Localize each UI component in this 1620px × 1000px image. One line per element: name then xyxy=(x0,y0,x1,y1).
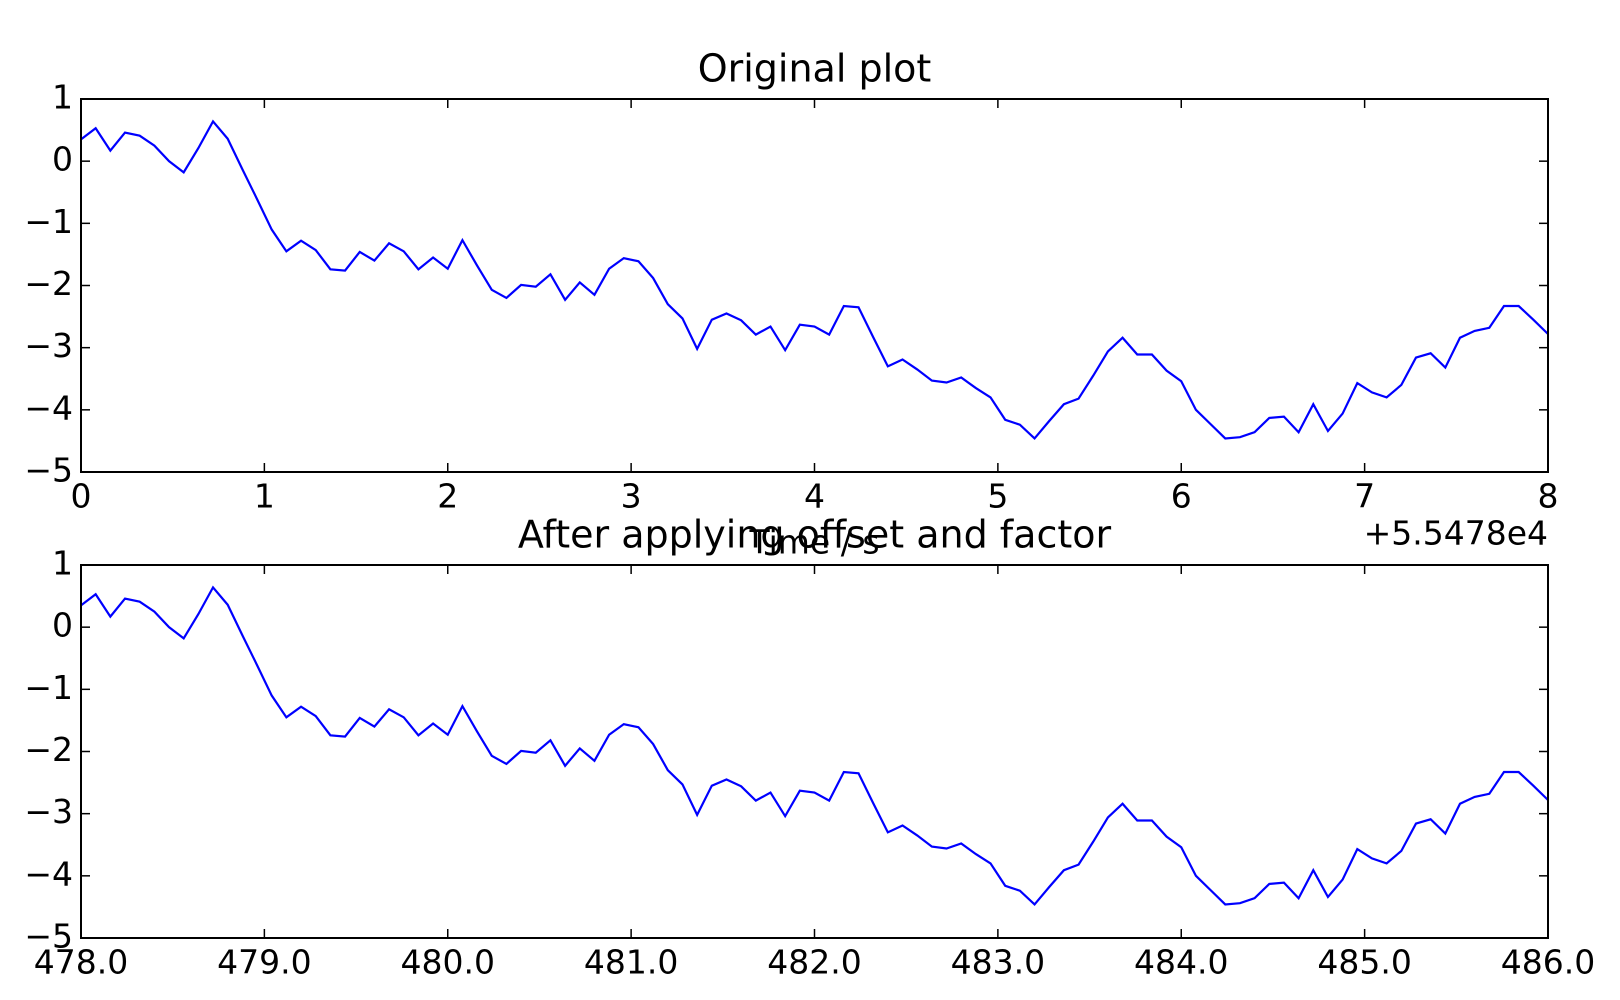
y-tick-label: −2 xyxy=(24,730,73,769)
x-tick-label: 480.0 xyxy=(401,943,495,982)
y-tick-label: −2 xyxy=(24,264,73,303)
data-line xyxy=(80,119,1549,441)
x-tick-label: 5 xyxy=(987,477,1008,516)
y-tick-label: −3 xyxy=(24,326,73,365)
x-tick-label: 6 xyxy=(1171,477,1192,516)
x-tick-label: 479.0 xyxy=(217,943,311,982)
y-tick-label: −5 xyxy=(24,917,73,956)
y-tick-label: 0 xyxy=(52,606,73,645)
x-tick-label: 3 xyxy=(621,477,642,516)
x-tick-label: 7 xyxy=(1354,477,1375,516)
x-tick-label: 486.0 xyxy=(1501,943,1595,982)
chart-title: Original plot xyxy=(698,47,932,91)
x-tick-label: 8 xyxy=(1538,477,1559,516)
y-tick-label: −1 xyxy=(24,668,73,707)
y-tick-label: 0 xyxy=(52,140,73,179)
x-tick-label: 483.0 xyxy=(951,943,1045,982)
x-tick-label: 484.0 xyxy=(1134,943,1228,982)
x-tick-label: 478.0 xyxy=(34,943,128,982)
x-axis-label: Time / s xyxy=(748,523,879,562)
y-tick-label: −4 xyxy=(24,388,73,427)
axes-frame xyxy=(80,98,1549,473)
y-tick-label: −1 xyxy=(24,202,73,241)
axes-frame xyxy=(80,564,1549,939)
y-tick-label: −3 xyxy=(24,792,73,831)
y-tick-label: −4 xyxy=(24,854,73,893)
y-tick-label: 1 xyxy=(52,78,73,117)
x-tick-label: 482.0 xyxy=(767,943,861,982)
x-tick-label: 481.0 xyxy=(584,943,678,982)
data-line xyxy=(80,585,1549,907)
offset-text: +5.5478e4 xyxy=(1364,514,1548,553)
chart-title: After applying offset and factor xyxy=(518,513,1112,557)
x-tick-label: 1 xyxy=(254,477,275,516)
y-tick-label: 1 xyxy=(52,544,73,583)
x-tick-label: 485.0 xyxy=(1317,943,1411,982)
x-tick-label: 2 xyxy=(437,477,458,516)
y-tick-label: −5 xyxy=(24,451,73,490)
x-tick-label: 0 xyxy=(71,477,92,516)
x-tick-label: 4 xyxy=(804,477,825,516)
